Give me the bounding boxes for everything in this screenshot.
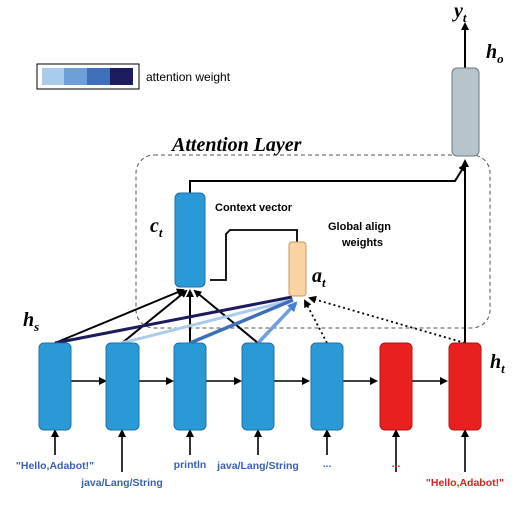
context-vector-node — [174, 192, 206, 288]
legend-swatch-4 — [110, 68, 133, 85]
input-token-6: ... — [392, 458, 401, 470]
decoder-node-2 — [448, 342, 482, 431]
legend-swatch-1 — [42, 68, 64, 85]
input-token-4: java/Lang/String — [216, 460, 299, 472]
input-token-3: println — [174, 459, 207, 471]
input-token-2: java/Lang/String — [80, 477, 163, 489]
input-arrows — [51, 429, 469, 472]
encoder-node-1 — [38, 342, 72, 431]
context-vector-label: Context vector — [215, 202, 293, 214]
encoder-node-5 — [310, 342, 344, 431]
legend: attention weight — [36, 63, 231, 90]
input-token-5: ... — [323, 458, 332, 470]
decoder-nodes — [379, 342, 482, 431]
a-t-label: at — [312, 265, 326, 290]
h-t-label: ht — [490, 351, 505, 376]
c-t-label: ct — [150, 215, 163, 240]
context-to-output-line — [189, 163, 467, 193]
input-token-1: "Hello,Adabot!" — [16, 460, 94, 472]
encoder-node-2 — [105, 342, 140, 431]
encoder-nodes — [38, 342, 344, 431]
output-node — [451, 67, 480, 157]
attention-weight-lines — [54, 295, 298, 345]
global-align-label-2: weights — [341, 237, 383, 249]
input-token-7: "Hello,Adabot!" — [426, 477, 504, 489]
encoder-node-3 — [173, 342, 207, 431]
legend-swatch-2 — [64, 68, 87, 85]
legend-swatch-3 — [87, 68, 110, 85]
y-t-label: yt — [452, 0, 467, 25]
align-weights-node — [288, 241, 307, 297]
dotted-connections — [304, 295, 466, 344]
align-to-context-line — [210, 229, 298, 281]
global-align-label-1: Global align — [328, 221, 391, 233]
legend-label: attention weight — [146, 70, 231, 84]
h-o-label: ho — [486, 41, 504, 66]
attention-layer-box — [135, 154, 491, 329]
h-s-label: hs — [23, 309, 39, 334]
attention-layer-title: Attention Layer — [170, 134, 302, 156]
decoder-node-1 — [379, 342, 413, 431]
encoder-node-4 — [241, 342, 275, 431]
